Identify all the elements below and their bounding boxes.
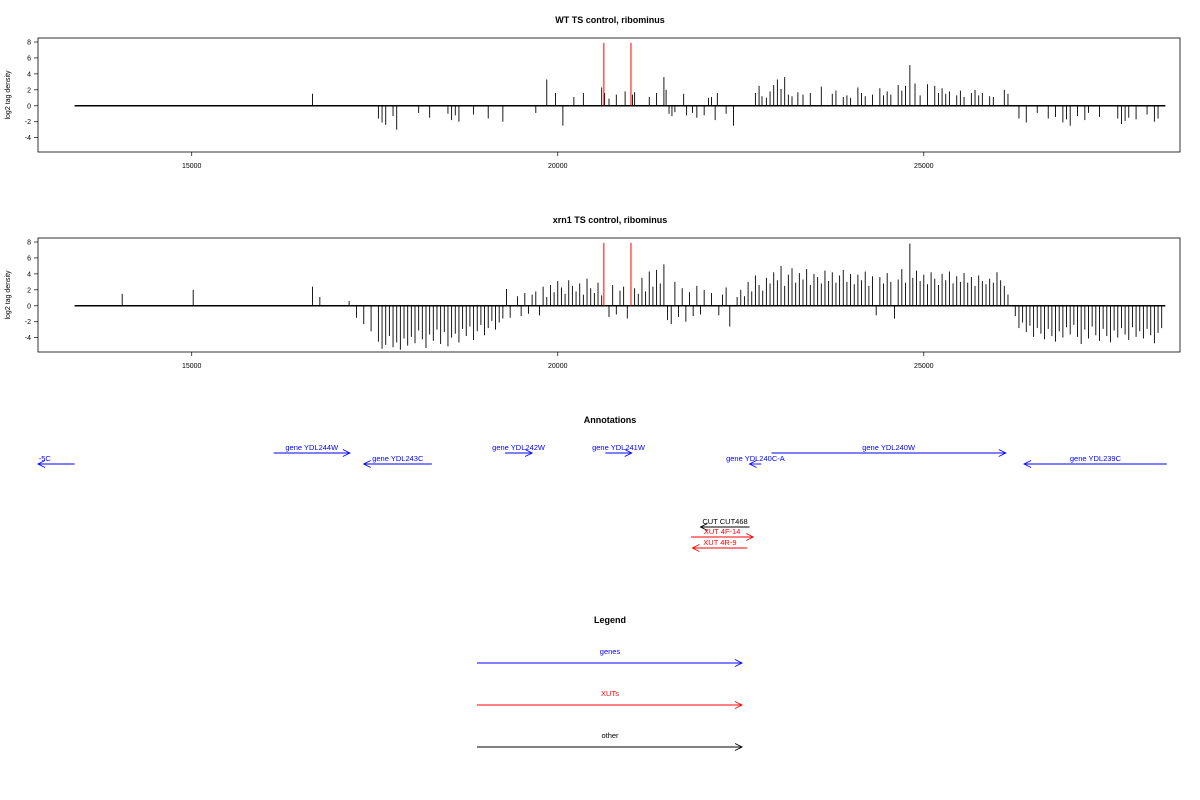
feature-label: gene YDL240W <box>862 443 916 452</box>
wt-x-tick-label: 25000 <box>914 163 934 170</box>
wt-plot-frame <box>37 37 1181 153</box>
legend-arrow-head <box>734 701 744 709</box>
xrn1-x-tick-label: 25000 <box>914 363 934 370</box>
xrn1-y-axis-label: log2 tag density <box>5 270 12 320</box>
feature-label: CUT CUT468 <box>702 517 747 526</box>
xrn1-x-tick-label: 15000 <box>182 363 202 370</box>
feature-label: XUT 4F-14 <box>704 527 741 536</box>
feature-label: gene YDL239C <box>1070 454 1122 463</box>
feature-label: gene YDL242W <box>492 443 546 452</box>
wt-y-tick-label: 6 <box>27 55 31 62</box>
xrn1-x-tick-label: 20000 <box>548 363 568 370</box>
feature-arrow-head <box>362 460 371 468</box>
wt-x-tick-label: 20000 <box>548 163 568 170</box>
legend-arrow-head <box>734 659 744 667</box>
feature-arrow-head <box>998 449 1007 457</box>
feature-arrow-head <box>691 544 700 552</box>
wt-panel: WT TS control, ribominus log2 tag densit… <box>5 15 1181 170</box>
annotation-features: -5C gene YDL244W gene YDL243C gene YDL242W g… <box>36 443 1167 552</box>
legend: Legend genes XUTs other <box>477 615 744 751</box>
xrn1-x-axis: 15000 20000 25000 <box>182 352 934 370</box>
wt-x-tick-label: 15000 <box>182 163 202 170</box>
xrn1-bars <box>74 243 1166 350</box>
xrn1-y-tick-label: 2 <box>27 287 31 294</box>
wt-markers <box>603 42 632 106</box>
feature-label: XUT 4R-9 <box>703 538 736 547</box>
wt-y-tick-label: 0 <box>27 103 31 110</box>
legend-entries: genes XUTs other <box>477 647 744 751</box>
feature-arrow-head <box>624 449 633 457</box>
wt-y-tick-label: -2 <box>25 119 31 126</box>
feature-arrow-head <box>1023 460 1032 468</box>
wt-y-axis: 8 6 4 2 0 -2 -4 <box>25 39 38 142</box>
legend-arrow-head <box>734 743 744 751</box>
wt-y-axis-label: log2 tag density <box>5 70 12 120</box>
wt-x-axis: 15000 20000 25000 <box>182 152 934 170</box>
xrn1-y-axis: 8 6 4 2 0 -2 -4 <box>25 239 38 342</box>
wt-y-tick-label: 4 <box>27 71 31 78</box>
wt-panel-title: WT TS control, ribominus <box>555 15 665 25</box>
feature-arrow-head <box>699 523 708 531</box>
xrn1-y-tick-label: 4 <box>27 271 31 278</box>
wt-y-tick-label: 8 <box>27 39 31 46</box>
xrn1-y-tick-label: 8 <box>27 239 31 246</box>
xrn1-panel-title: xrn1 TS control, ribominus <box>553 215 668 225</box>
xrn1-markers <box>603 242 632 306</box>
feature-arrow-head <box>342 449 351 457</box>
annotations-title: Annotations <box>584 415 637 425</box>
xrn1-y-tick-label: -2 <box>25 319 31 326</box>
feature-label: -5C <box>39 454 52 463</box>
xrn1-y-tick-label: 0 <box>27 303 31 310</box>
annotation-track: Annotations -5C gene YDL244W gene YDL243C g… <box>36 415 1167 552</box>
feature-arrow-head <box>748 460 757 468</box>
wt-bars <box>74 65 1166 130</box>
xrn1-panel: xrn1 TS control, ribominus log2 tag dens… <box>5 215 1181 370</box>
feature-arrow-head <box>746 533 755 541</box>
feature-label: gene YDL240C-A <box>726 454 785 463</box>
feature-arrow-head <box>524 449 534 457</box>
legend-label: genes <box>600 647 621 656</box>
feature-label: gene YDL243C <box>372 454 424 463</box>
xrn1-y-tick-label: -4 <box>25 335 31 342</box>
wt-y-tick-label: 2 <box>27 87 31 94</box>
feature-label: gene YDL241W <box>592 443 646 452</box>
feature-arrow-head <box>36 460 46 468</box>
wt-y-tick-label: -4 <box>25 135 31 142</box>
legend-label: other <box>601 731 619 740</box>
xrn1-y-tick-label: 6 <box>27 255 31 262</box>
legend-label: XUTs <box>601 689 619 698</box>
xrn1-plot-frame <box>37 237 1181 353</box>
feature-label: gene YDL244W <box>285 443 339 452</box>
legend-title: Legend <box>594 615 626 625</box>
